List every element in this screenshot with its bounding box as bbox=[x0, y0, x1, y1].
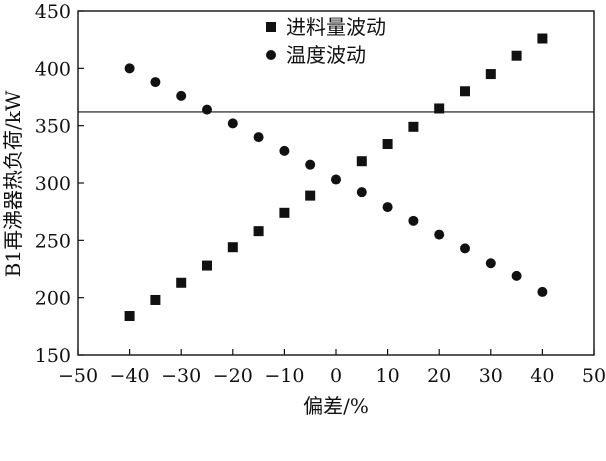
x-tick-label: 50 bbox=[582, 365, 606, 387]
feed-fluctuation-point bbox=[434, 103, 445, 114]
feed-fluctuation-point bbox=[305, 190, 316, 201]
temperature-fluctuation-point bbox=[434, 229, 445, 240]
temperature-fluctuation-point bbox=[305, 159, 316, 170]
x-tick-label: −50 bbox=[58, 365, 98, 387]
temperature-fluctuation-point bbox=[485, 258, 496, 269]
x-tick-label: 10 bbox=[376, 365, 400, 387]
temperature-fluctuation-point bbox=[356, 187, 367, 198]
temperature-fluctuation-point bbox=[202, 104, 212, 115]
temperature-fluctuation-point bbox=[227, 118, 238, 129]
x-tick-label: −40 bbox=[110, 365, 150, 387]
feed-fluctuation-point bbox=[279, 207, 290, 218]
legend-square-marker bbox=[266, 22, 276, 32]
x-tick-label: −30 bbox=[161, 365, 201, 387]
y-axis-ticks bbox=[78, 10, 84, 356]
x-axis-ticks bbox=[77, 349, 595, 355]
legend: 进料量波动 温度波动 bbox=[266, 15, 386, 67]
temperature-fluctuation-point bbox=[176, 90, 187, 101]
feed-fluctuation-point bbox=[356, 156, 367, 167]
feed-fluctuation-point bbox=[202, 260, 212, 271]
y-axis-label: B1再沸器热负荷/kW bbox=[1, 90, 25, 277]
y-tick-label: 450 bbox=[35, 1, 71, 23]
temperature-fluctuation-point bbox=[279, 145, 290, 156]
y-tick-label: 200 bbox=[35, 288, 71, 310]
x-tick-label: −10 bbox=[264, 365, 304, 387]
data-markers bbox=[124, 33, 548, 322]
temperature-fluctuation-point bbox=[460, 243, 470, 254]
legend-label-temperature: 温度波动 bbox=[286, 43, 366, 67]
y-tick-label: 400 bbox=[35, 58, 71, 80]
temperature-fluctuation-point bbox=[511, 270, 522, 281]
temperature-fluctuation-point bbox=[382, 202, 393, 213]
feed-fluctuation-point bbox=[253, 226, 264, 237]
x-tick-label: −20 bbox=[213, 365, 253, 387]
legend-label-feed: 进料量波动 bbox=[286, 15, 386, 39]
y-tick-label: 300 bbox=[35, 173, 71, 195]
x-tick-label: 0 bbox=[330, 365, 342, 387]
x-axis-label: 偏差/% bbox=[303, 394, 369, 418]
temperature-fluctuation-point bbox=[408, 215, 419, 226]
x-tick-label: 20 bbox=[427, 365, 451, 387]
y-tick-label: 150 bbox=[35, 345, 71, 367]
feed-fluctuation-point bbox=[150, 294, 161, 305]
temperature-fluctuation-point bbox=[331, 174, 341, 185]
temperature-fluctuation-point bbox=[150, 77, 161, 88]
temperature-fluctuation-point bbox=[253, 132, 264, 143]
legend-circle-marker bbox=[266, 50, 276, 60]
y-tick-label: 250 bbox=[35, 230, 71, 252]
feed-fluctuation-point bbox=[176, 277, 187, 288]
y-axis-tick-labels: 150 200 250 300 350 400 450 bbox=[35, 1, 71, 367]
temperature-fluctuation-point bbox=[124, 63, 135, 74]
feed-fluctuation-point bbox=[124, 311, 135, 322]
x-axis-tick-labels: −50 −40 −30 −20 −10 0 10 20 30 40 50 bbox=[58, 365, 606, 387]
x-tick-label: 30 bbox=[479, 365, 503, 387]
x-tick-label: 40 bbox=[530, 365, 554, 387]
feed-fluctuation-point bbox=[460, 86, 470, 97]
feed-fluctuation-point bbox=[408, 121, 419, 132]
feed-fluctuation-point bbox=[382, 139, 393, 150]
feed-fluctuation-point bbox=[511, 50, 522, 61]
feed-fluctuation-point bbox=[227, 242, 238, 253]
y-tick-label: 350 bbox=[35, 116, 71, 138]
feed-fluctuation-point bbox=[485, 69, 496, 80]
feed-fluctuation-point bbox=[537, 33, 548, 44]
temperature-fluctuation-point bbox=[537, 286, 548, 297]
